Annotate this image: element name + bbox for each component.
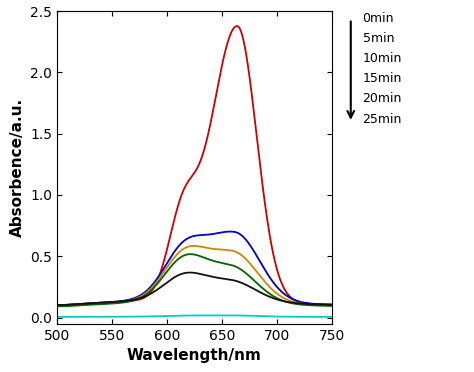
Text: 15min: 15min: [363, 73, 402, 85]
Y-axis label: Absorbence/a.u.: Absorbence/a.u.: [9, 98, 25, 237]
Text: 20min: 20min: [363, 93, 402, 105]
Text: 25min: 25min: [363, 113, 402, 125]
Text: 5min: 5min: [363, 32, 394, 45]
X-axis label: Wavelength/nm: Wavelength/nm: [127, 348, 262, 363]
Text: 10min: 10min: [363, 52, 402, 65]
Text: 0min: 0min: [363, 12, 394, 25]
